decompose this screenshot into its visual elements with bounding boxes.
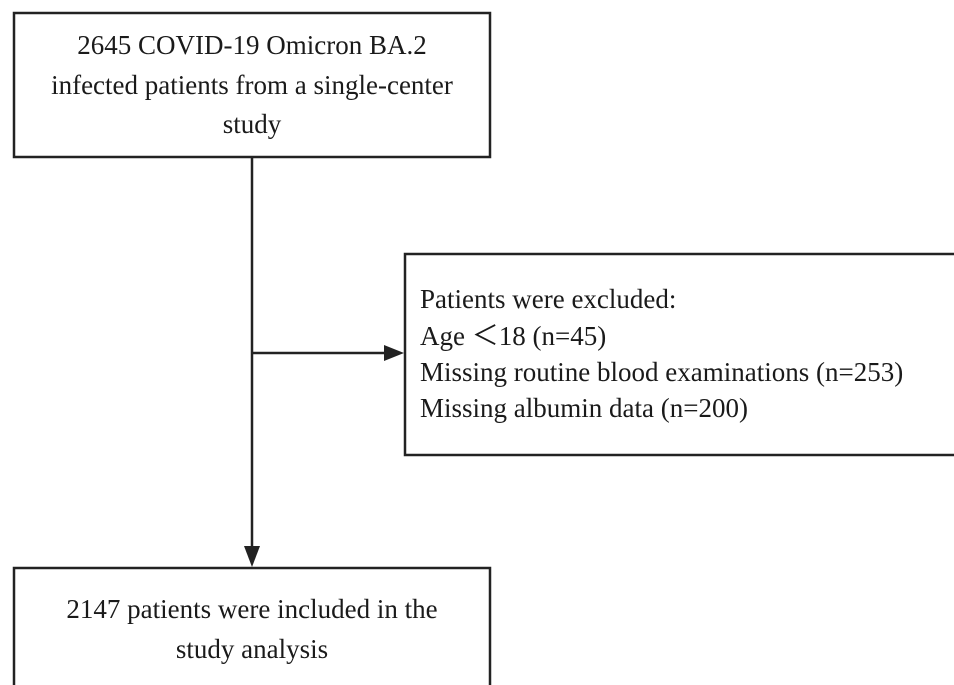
arrow-head <box>244 546 260 567</box>
node-text: Missing routine blood examinations (n=25… <box>420 357 903 387</box>
node-text: Age ＜18 (n=45) <box>420 321 606 351</box>
node-text: 2147 patients were included in the <box>66 594 437 624</box>
node-text: study analysis <box>176 634 328 664</box>
exclusion-box <box>403 252 954 457</box>
node-text: infected patients from a single-center <box>51 70 453 100</box>
node-text: 2645 COVID-19 Omicron BA.2 <box>77 30 426 60</box>
node-text: Patients were excluded: <box>420 284 676 314</box>
included-box <box>12 566 492 685</box>
arrow-head <box>384 345 404 361</box>
node-text: Missing albumin data (n=200) <box>420 393 748 423</box>
node-text: study <box>223 109 282 139</box>
source-box <box>12 11 492 159</box>
